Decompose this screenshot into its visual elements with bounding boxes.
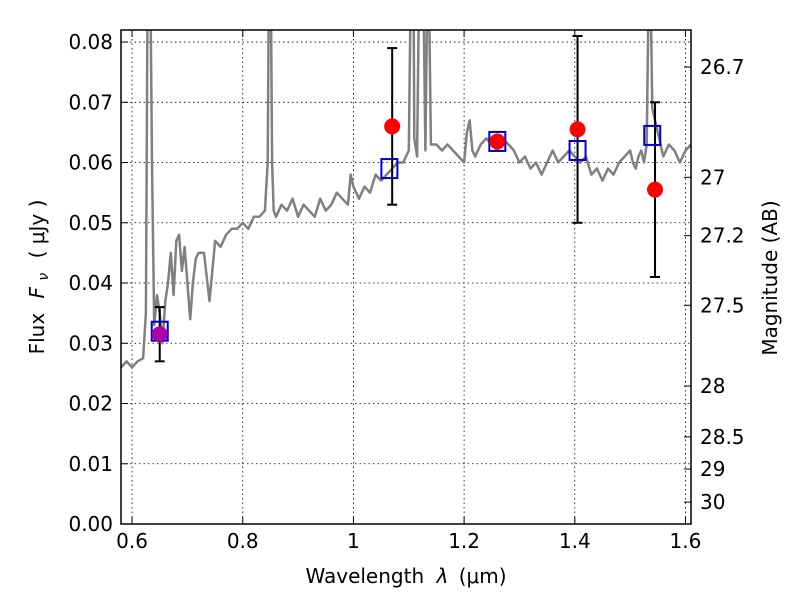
y-axis-label-sub: ν <box>36 273 52 281</box>
magnitude-tick-label: 28 <box>700 374 725 398</box>
magnitude-tick-label: 29 <box>700 457 725 481</box>
spectrum-line <box>121 30 691 369</box>
y-tick-label: 0.06 <box>68 151 113 175</box>
observed-point <box>489 133 506 150</box>
y-tick-label: 0.03 <box>68 331 113 355</box>
magnitude-tick-label: 30 <box>700 490 725 514</box>
y-tick-label: 0.00 <box>68 512 113 536</box>
x-tick-label: 0.8 <box>227 529 259 553</box>
error-bars <box>154 35 661 363</box>
x-tick-label: 1 <box>347 529 360 553</box>
x-axis-label-symbol: λ <box>436 564 449 588</box>
x-tick-label: 0.6 <box>116 529 148 553</box>
y-tick-label: 0.07 <box>68 90 113 114</box>
model-point <box>380 158 399 180</box>
observed-point <box>647 181 664 198</box>
x-tick-label: 1.2 <box>448 529 480 553</box>
x-axis-ticks: 0.6 0.8 1 1.2 1.4 1.6 <box>116 30 701 553</box>
y-axis-label: Flux F ν ( μJy ) <box>25 200 53 355</box>
model-points <box>150 124 662 342</box>
x-axis-label: Wavelength λ (μm) <box>305 564 506 588</box>
y-axis-label-prefix: Flux <box>25 313 49 355</box>
spectrum-layer <box>121 30 691 369</box>
magnitude-axis-ticks: 26.7 27 27.2 27.5 28 28.5 29 30 <box>684 55 745 514</box>
magnitude-tick-label: 28.5 <box>700 425 745 449</box>
y-tick-label: 0.05 <box>68 211 113 235</box>
y-axis-ticks: 0.00 0.01 0.02 0.03 0.04 0.05 0.06 0.07 0.08 <box>68 30 128 536</box>
x-axis-label-prefix: Wavelength <box>305 564 424 588</box>
x-axis-label-unit: (μm) <box>459 564 507 588</box>
magnitude-axis-label: Magnitude (AB) <box>758 200 782 355</box>
x-tick-label: 1.6 <box>670 529 702 553</box>
plot-frame <box>120 29 692 525</box>
y-tick-label: 0.02 <box>68 392 113 416</box>
x-tick-label: 1.4 <box>559 529 591 553</box>
y-axis-label-unit: ( μJy ) <box>25 200 49 259</box>
magnitude-tick-label: 27.5 <box>700 293 745 317</box>
observed-point <box>151 326 168 343</box>
observed-point <box>569 121 586 138</box>
grid-lines <box>121 30 691 524</box>
magnitude-tick-label: 27 <box>700 165 725 189</box>
magnitude-tick-label: 27.2 <box>700 224 745 248</box>
y-axis-label-symbol: F <box>25 286 49 298</box>
observed-point <box>384 118 401 135</box>
y-tick-label: 0.04 <box>68 271 113 295</box>
model-point <box>568 139 587 161</box>
model-point <box>643 124 662 146</box>
magnitude-tick-label: 26.7 <box>700 55 745 79</box>
observed-points <box>151 118 664 343</box>
y-tick-label: 0.08 <box>68 30 113 54</box>
y-tick-label: 0.01 <box>68 452 113 476</box>
